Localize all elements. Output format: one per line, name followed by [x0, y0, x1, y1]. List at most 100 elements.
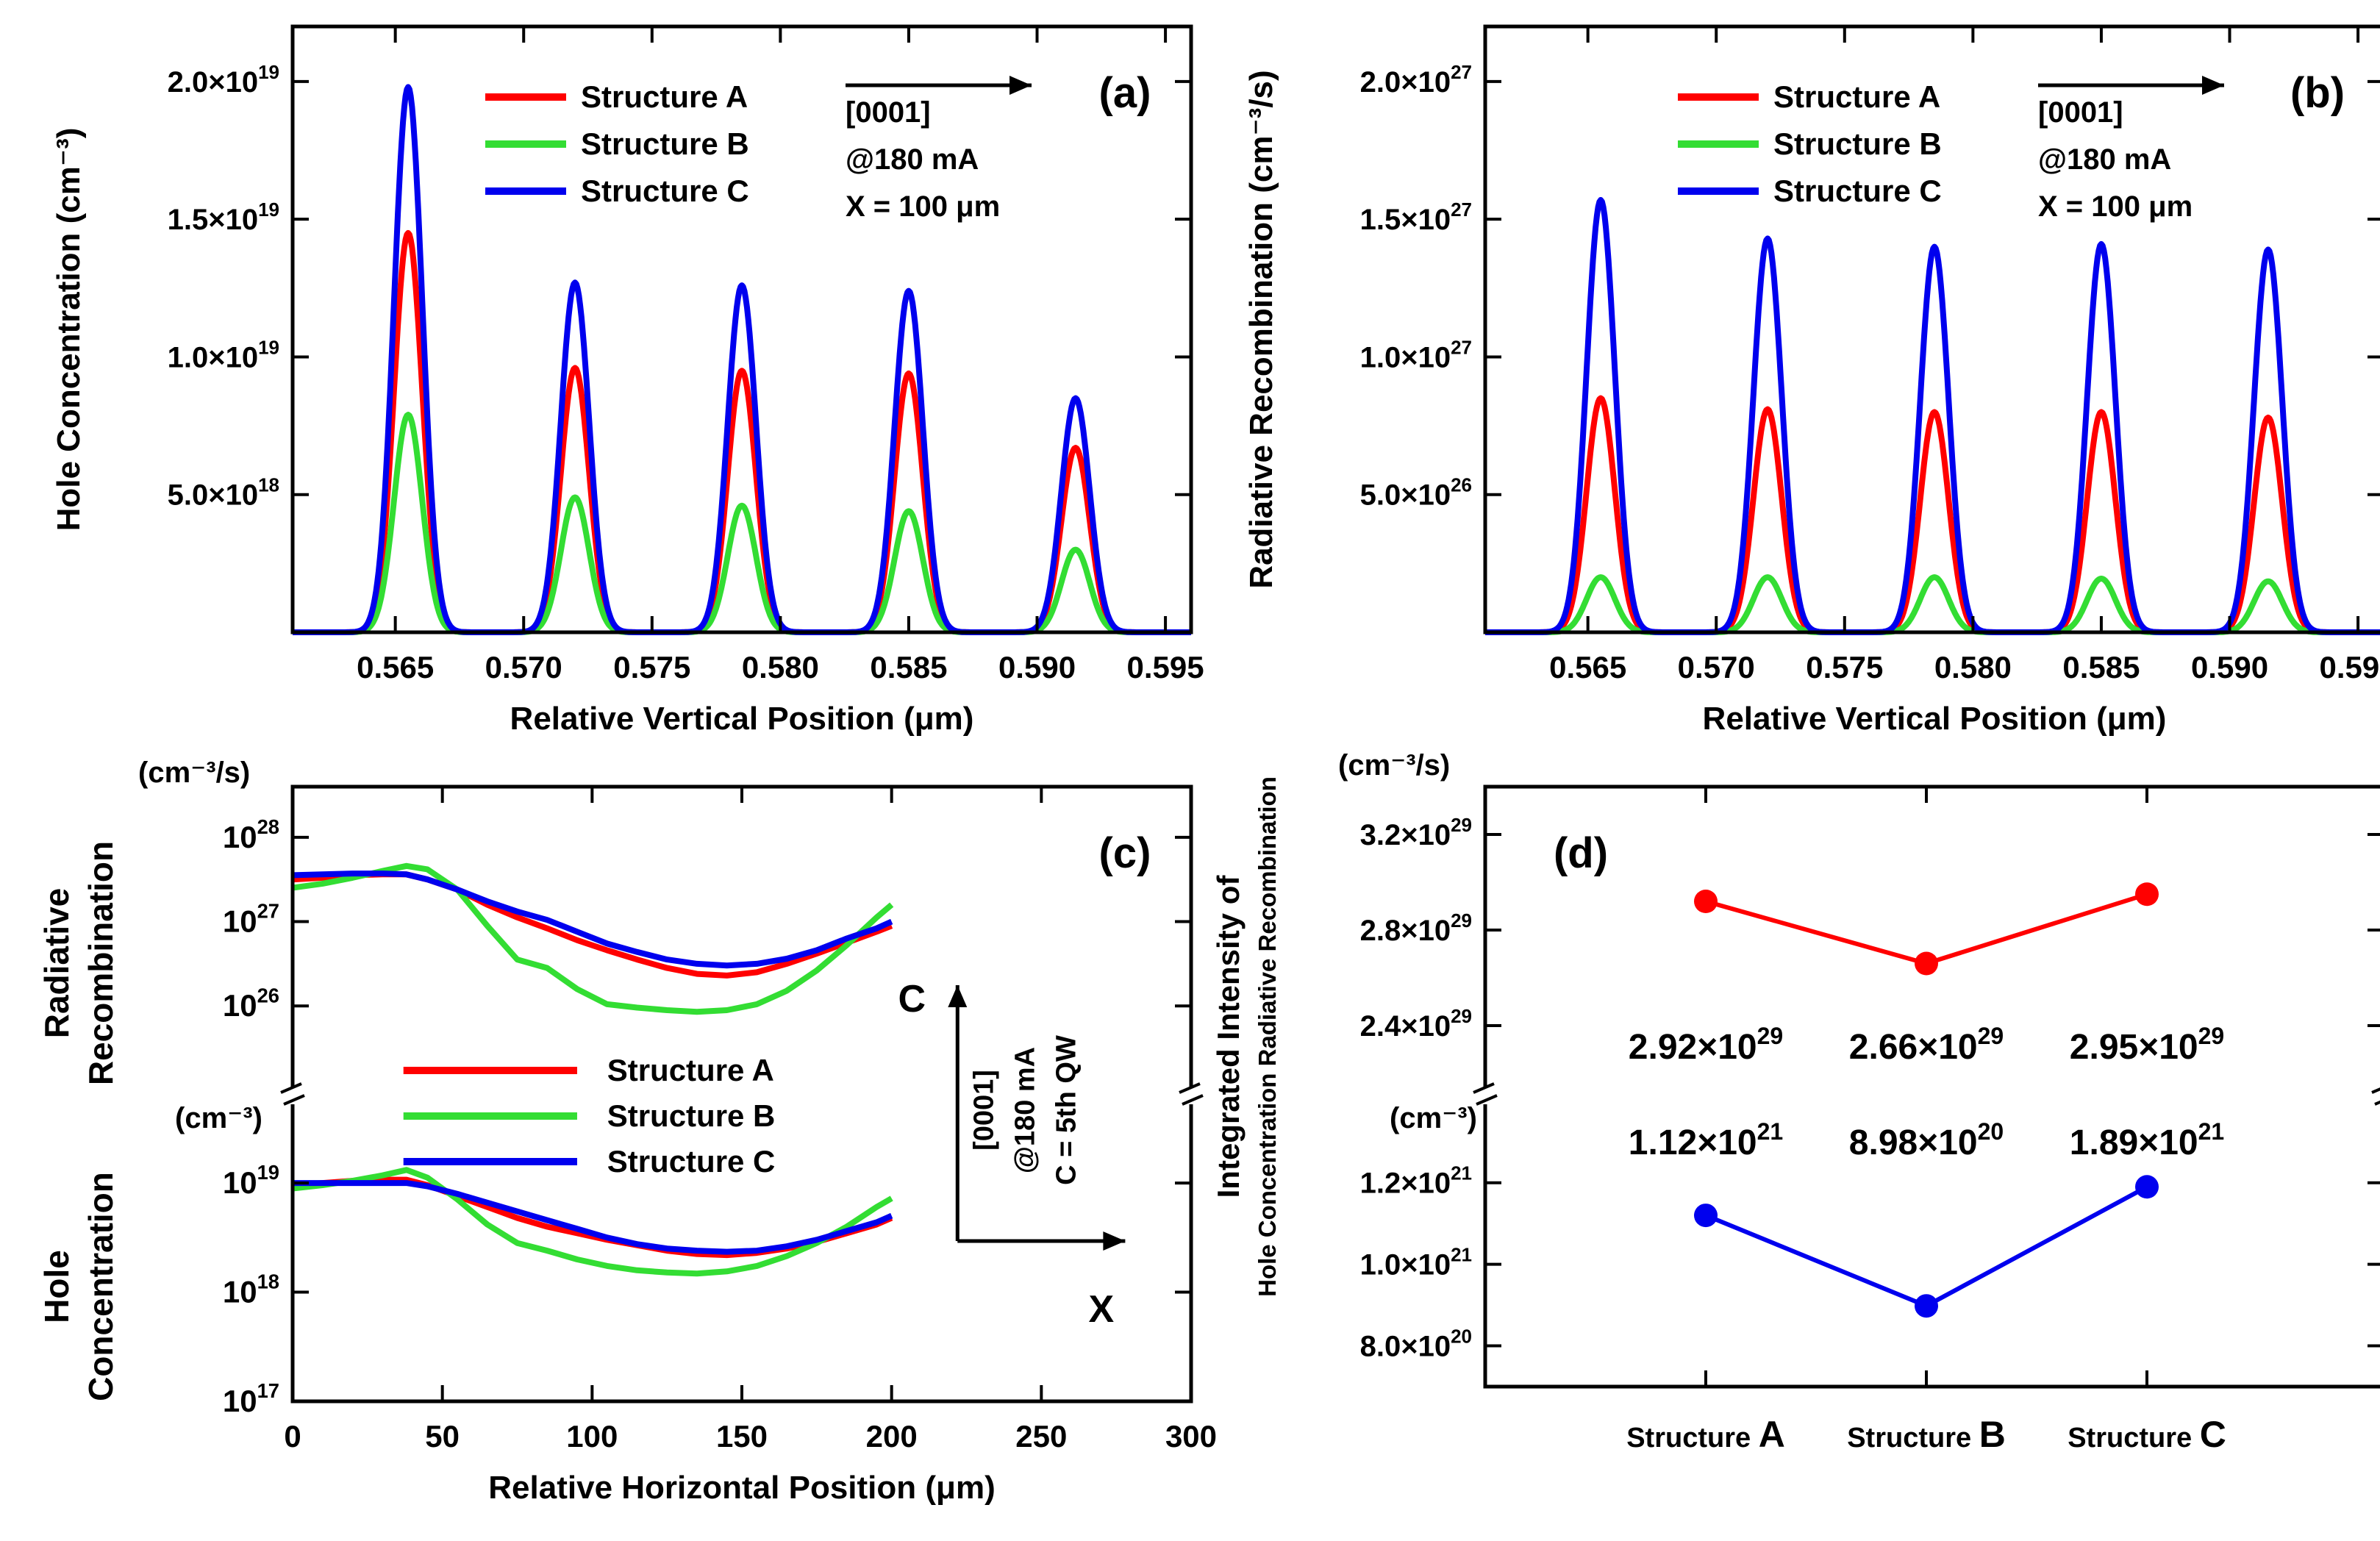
panel-c-rad-series-structure-b — [292, 862, 894, 1015]
panel-c-lower-ytick-label: 1017 — [223, 1379, 279, 1418]
panel-d-lower-ytick-label: 1.0×1021 — [1360, 1244, 1472, 1281]
panel-b-series-structure-c — [1483, 197, 2380, 635]
panel-b-legend-label: Structure C — [1773, 174, 1942, 208]
panel-c-upper-ylabel: Radiative — [37, 888, 76, 1039]
panel-b-annotation: @180 mA — [2038, 143, 2171, 176]
panel-b-xtick-label: 0.595 — [2320, 650, 2380, 684]
panel-d-category-label: Structure C — [2068, 1414, 2226, 1455]
panel-d-axis-break-right-slash1 — [2371, 1087, 2380, 1094]
panel-c-label: (c) — [1099, 829, 1151, 877]
panel-d-lower-ytick-label: 8.0×1020 — [1360, 1326, 1472, 1363]
panel-d-category-label: Structure B — [1847, 1414, 2006, 1455]
panel-c-axis-letter-c: C — [898, 978, 926, 1020]
panel-b-xtick-label: 0.575 — [1806, 650, 1883, 684]
panel-a-annotation: @180 mA — [846, 143, 979, 176]
panel-c-hole-series-structure-b — [292, 1167, 893, 1277]
panel-d-ylabel-line2: Hole Concentration Radiative Recombinati… — [1254, 776, 1281, 1297]
panel-d-axis-break-left-slash2 — [1476, 1094, 1498, 1106]
panel-a-ytick-label: 1.5×1019 — [168, 199, 279, 236]
panel-c-xtick-label: 250 — [1015, 1419, 1067, 1454]
panel-c-xtick-label: 150 — [716, 1419, 768, 1454]
panel-d-hole-point — [2135, 1175, 2159, 1199]
panel-c-axis-break-right-slash2 — [1182, 1094, 1204, 1106]
panel-d-axis-break-left-slash1 — [1473, 1082, 1495, 1094]
panel-d-axis-break-right-gap — [2372, 1087, 2380, 1104]
panel-c-hole-series-structure-c — [293, 1180, 893, 1255]
panel-c-upper-ytick-label: 1026 — [223, 984, 279, 1023]
panel-c-axis-break-right-slash1 — [1179, 1082, 1201, 1094]
panel-a-xtick-label: 0.595 — [1127, 650, 1204, 684]
panel-a-xtick-label: 0.570 — [485, 650, 562, 684]
panel-d-upper-ytick-label: 2.4×1029 — [1360, 1005, 1472, 1043]
panel-a-ylabel: Hole Concentration (cm⁻³) — [51, 128, 87, 532]
panel-d-category-label: Structure A — [1626, 1414, 1785, 1455]
panel-b-annotation: [0001] — [2038, 96, 2123, 129]
panel-d-axis-break-right-slash2 — [2374, 1100, 2380, 1106]
panel-a-legend-label: Structure B — [581, 126, 749, 161]
panel-c-lower-ylabel: Concentration — [82, 1172, 120, 1401]
panel-c-xlabel: Relative Horizontal Position (μm) — [488, 1470, 995, 1506]
panel-a-frame — [290, 24, 1193, 634]
panel-b-xtick-label: 0.580 — [1934, 650, 2012, 684]
panel-a-legend-label: Structure A — [581, 79, 748, 114]
panel-d-hole-series — [1704, 1184, 2148, 1309]
panel-a-annotation: X = 100 μm — [846, 190, 1000, 223]
panel-a-series-structure-c — [290, 84, 1193, 635]
panel-d-hole-point — [1915, 1294, 1938, 1318]
panel-a-ytick-label: 1.0×1019 — [168, 336, 279, 373]
panel-a-xtick-label: 0.590 — [998, 650, 1076, 684]
panel-b-frame — [1483, 24, 2380, 634]
panel-a-direction-arrow-head — [1009, 76, 1032, 95]
panel-b-ylabel: Radiative Recombination (cm⁻³/s) — [1243, 70, 1279, 588]
panel-c-rad-series-structure-c — [292, 870, 893, 969]
panel-d-hole-value-label: 8.98×1020 — [1849, 1118, 2004, 1162]
panel-a-legend-label: Structure C — [581, 174, 749, 208]
panel-c-upper-ytick-label: 1027 — [223, 900, 279, 939]
panel-d-rad-point — [2135, 882, 2159, 907]
panel-b-xtick-label: 0.565 — [1549, 650, 1626, 684]
panel-a-xlabel: Relative Vertical Position (μm) — [510, 701, 974, 737]
panel-d-rad-value-label: 2.92×1029 — [1629, 1023, 1783, 1067]
panel-b-xtick-label: 0.585 — [2062, 650, 2140, 684]
panel-b-annotation: X = 100 μm — [2038, 190, 2193, 223]
panel-c-xtick-label: 50 — [425, 1419, 460, 1454]
panel-a-label: (a) — [1099, 69, 1151, 117]
panel-b-series-structure-b — [1483, 574, 2380, 635]
panel-c-xtick-label: 100 — [566, 1419, 618, 1454]
panel-d-rad-point — [1915, 951, 1938, 976]
panel-a-xtick-label: 0.575 — [613, 650, 690, 684]
panel-c-upper-unit: (cm⁻³/s) — [138, 757, 250, 789]
panel-b-xtick-label: 0.590 — [2191, 650, 2268, 684]
panel-d-rad-value-label: 2.66×1029 — [1849, 1023, 2004, 1067]
panel-d-upper-unit: (cm⁻³/s) — [1338, 749, 1450, 782]
panel-b-ytick-label: 1.0×1027 — [1360, 336, 1472, 373]
panel-c-annotation: @180 mA — [1009, 1047, 1040, 1173]
panel-d-upper-ytick-label: 3.2×1029 — [1360, 814, 1472, 851]
panel-d-rad-value-label: 2.95×1029 — [2070, 1023, 2224, 1067]
panel-c-upper-ylabel: Recombination — [82, 841, 120, 1085]
panel-c-upper-ytick-label: 1028 — [223, 815, 279, 854]
panel-b-legend-label: Structure A — [1773, 79, 1940, 114]
panel-a-ytick-label: 5.0×1018 — [168, 474, 279, 512]
panel-c-lower-ytick-label: 1018 — [223, 1270, 279, 1309]
panel-b-xlabel: Relative Vertical Position (μm) — [1703, 701, 2167, 737]
panel-c-c-axis-arrow-head — [948, 985, 968, 1007]
panel-c-xtick-label: 200 — [866, 1419, 918, 1454]
panel-a-xtick-label: 0.565 — [357, 650, 434, 684]
panel-d-upper-ytick-label: 2.8×1029 — [1360, 909, 1472, 947]
panel-c-legend-label: Structure C — [607, 1144, 776, 1179]
panel-c-axis-break-left-slash2 — [283, 1094, 305, 1106]
panel-a-xtick-label: 0.585 — [870, 650, 947, 684]
panel-d-label: (d) — [1554, 829, 1608, 877]
panel-c-legend-label: Structure B — [607, 1098, 776, 1133]
panel-d-lower-ytick-label: 1.2×1021 — [1360, 1162, 1472, 1200]
panel-b-legend-label: Structure B — [1773, 126, 1942, 161]
panel-c-axis-break-left-slash1 — [280, 1082, 302, 1094]
panel-c-annotation: [0001] — [968, 1070, 999, 1151]
panel-a-ytick-label: 2.0×1019 — [168, 61, 279, 99]
panel-c-legend-label: Structure A — [607, 1053, 774, 1087]
panel-b-ytick-label: 2.0×1027 — [1360, 61, 1472, 99]
panel-d-rad-point — [1694, 890, 1718, 913]
panel-a-annotation: [0001] — [846, 96, 931, 129]
